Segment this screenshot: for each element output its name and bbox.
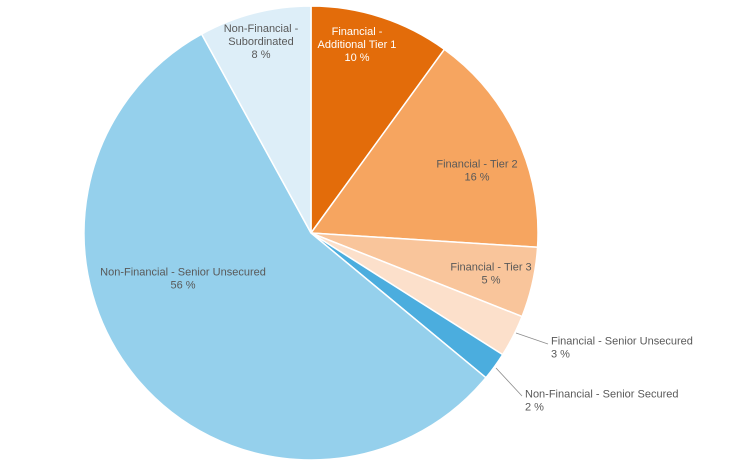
data-label-value: 2 %	[525, 402, 544, 414]
data-label-value: 5 %	[482, 275, 501, 287]
data-label-category: Financial - Senior Unsecured	[551, 336, 693, 348]
pie-slice-non-financial-subordinated	[200, 5, 312, 234]
data-label-financial-additional-tier-1: Financial -Additional Tier 1 10 %	[318, 26, 397, 64]
data-label-non-financial-senior-secured: Non-Financial - Senior Secured 2 %	[525, 389, 678, 414]
data-label-category: Non-Financial - Senior Unsecured	[100, 267, 266, 279]
data-label-category: Financial - Tier 3	[450, 262, 531, 274]
data-label-value: 8 %	[252, 49, 271, 61]
pie-slice-financial-additional-tier-1	[310, 5, 446, 236]
data-label-value: 10 %	[344, 52, 369, 64]
data-label-value: 16 %	[464, 172, 489, 184]
leader-line-non-financial-senior-secured	[495, 367, 523, 397]
data-label-value: 3 %	[551, 349, 570, 361]
data-label-category: Non-Financial - Senior Secured	[525, 389, 678, 401]
data-label-financial-senior-unsecured: Financial - Senior Unsecured 3 %	[551, 336, 693, 361]
leader-line-financial-senior-unsecured	[515, 332, 549, 345]
slices-layer	[83, 5, 539, 461]
data-label-category: Subordinated	[228, 36, 293, 48]
data-label-financial-tier-2: Financial - Tier 2 16 %	[436, 159, 517, 184]
data-labels-layer: Financial -Additional Tier 1 10 %Financia…	[100, 23, 693, 414]
data-label-category: Additional Tier 1	[318, 39, 397, 51]
pie-slice-financial-tier-2	[309, 48, 539, 249]
data-label-category: Financial - Tier 2	[436, 159, 517, 171]
data-label-value: 56 %	[170, 280, 195, 292]
pie-slice-non-financial-senior-unsecured	[83, 33, 487, 461]
data-label-category: Financial -	[332, 26, 383, 38]
data-label-non-financial-senior-unsecured: Non-Financial - Senior Unsecured 56 %	[100, 267, 266, 292]
data-label-non-financial-subordinated: Non-Financial -Subordinated 8 %	[224, 23, 299, 61]
leader-lines-layer	[495, 332, 549, 397]
data-label-category: Non-Financial -	[224, 23, 299, 35]
